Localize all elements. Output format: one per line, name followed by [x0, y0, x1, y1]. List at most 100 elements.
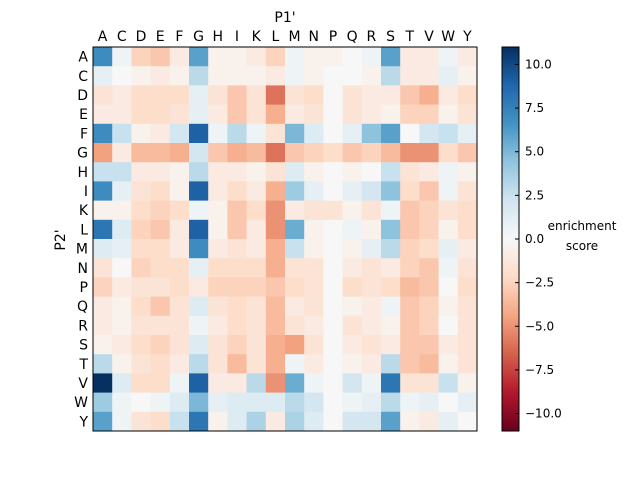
colorbar-tick-label: 2.5 — [525, 188, 544, 202]
heatmap-cell-I-K — [246, 181, 267, 201]
y-tick-label: I — [84, 184, 88, 200]
heatmap-cell-V-F — [169, 373, 190, 393]
heatmap-cell-F-T — [400, 123, 420, 144]
heatmap-cell-V-I — [227, 373, 247, 393]
heatmap-cell-M-L — [265, 239, 286, 259]
heatmap-cell-K-G — [189, 200, 209, 221]
heatmap-cell-T-P — [323, 354, 343, 374]
y-tick-label: V — [78, 376, 88, 392]
heatmap-cell-W-E — [150, 392, 171, 413]
heatmap-cell-D-M — [285, 85, 305, 105]
heatmap-cell-S-L — [265, 335, 286, 355]
heatmap-cell-L-D — [131, 219, 151, 240]
heatmap-cell-M-M — [285, 239, 305, 259]
heatmap-cell-E-K — [246, 104, 267, 125]
heatmap-cell-P-Q — [342, 277, 363, 297]
heatmap-cell-G-V — [419, 143, 439, 163]
heatmap-cell-N-G — [189, 258, 209, 278]
heatmap-cell-A-L — [265, 47, 286, 67]
heatmap-cell-Y-A — [93, 411, 113, 432]
heatmap-cell-Y-R — [361, 411, 382, 432]
heatmap-cell-H-P — [323, 162, 343, 182]
heatmap-cell-W-I — [227, 392, 247, 413]
heatmap-cell-V-N — [304, 373, 324, 393]
heatmap-cell-L-A — [93, 219, 113, 240]
heatmap-cell-A-D — [131, 47, 151, 67]
heatmap-cell-M-D — [131, 239, 151, 259]
heatmap-cell-Y-W — [438, 411, 459, 432]
heatmap-cell-C-G — [189, 66, 209, 86]
heatmap-cell-F-C — [112, 123, 132, 144]
heatmap-cell-C-Q — [342, 66, 363, 86]
heatmap-cell-W-L — [265, 392, 286, 413]
colorbar-tick-label: 10.0 — [525, 57, 552, 71]
heatmap-cell-E-C — [112, 104, 132, 125]
heatmap-cell-C-D — [131, 66, 151, 86]
heatmap-cell-W-S — [381, 392, 401, 413]
y-tick-label: C — [78, 69, 88, 85]
heatmap-cell-A-G — [189, 47, 209, 67]
heatmap-cell-A-S — [381, 47, 401, 67]
heatmap-cell-C-Y — [457, 66, 478, 86]
heatmap-cell-A-R — [361, 47, 382, 67]
y-tick-label: D — [77, 88, 88, 104]
heatmap-cell-Y-L — [265, 411, 286, 432]
heatmap-cell-R-H — [208, 315, 228, 336]
heatmap-cell-T-H — [208, 354, 228, 374]
heatmap-cell-N-P — [323, 258, 343, 278]
heatmap-cell-L-K — [246, 219, 267, 240]
heatmap-cell-L-V — [419, 219, 439, 240]
heatmap-cell-P-L — [265, 277, 286, 297]
heatmap-cell-K-F — [169, 200, 190, 221]
heatmap-cell-K-W — [438, 200, 459, 221]
heatmap-cell-C-K — [246, 66, 267, 86]
heatmap-cell-H-N — [304, 162, 324, 182]
heatmap-cell-C-F — [169, 66, 190, 86]
heatmap-cell-D-C — [112, 85, 132, 105]
heatmap-cell-M-A — [93, 239, 113, 259]
heatmap-cell-C-P — [323, 66, 343, 86]
heatmap-cell-V-S — [381, 373, 401, 393]
heatmap-cell-M-Y — [457, 239, 478, 259]
heatmap-cell-T-L — [265, 354, 286, 374]
heatmap-cell-I-I — [227, 181, 247, 201]
heatmap-cell-M-R — [361, 239, 382, 259]
heatmap-cell-S-D — [131, 335, 151, 355]
x-axis-label: P1' — [274, 10, 295, 26]
x-tick-label: H — [213, 29, 224, 45]
heatmap-cell-M-I — [227, 239, 247, 259]
heatmap-cell-R-N — [304, 315, 324, 336]
heatmap-cell-R-Q — [342, 315, 363, 336]
heatmap-cell-H-S — [381, 162, 401, 182]
heatmap-cell-H-C — [112, 162, 132, 182]
heatmap-cell-N-I — [227, 258, 247, 278]
heatmap-cell-A-Q — [342, 47, 363, 67]
heatmap-cell-V-W — [438, 373, 459, 393]
heatmap-cell-K-C — [112, 200, 132, 221]
heatmap-cell-P-G — [189, 277, 209, 297]
heatmap-cell-A-T — [400, 47, 420, 67]
heatmap-cell-Y-F — [169, 411, 190, 432]
heatmap-cell-Q-F — [169, 296, 190, 317]
heatmap-cell-S-R — [361, 335, 382, 355]
heatmap-cell-K-D — [131, 200, 151, 221]
heatmap-cell-K-H — [208, 200, 228, 221]
heatmap-cell-E-W — [438, 104, 459, 125]
heatmap-cell-F-G — [189, 123, 209, 144]
heatmap-cell-H-E — [150, 162, 171, 182]
heatmap-cell-E-Q — [342, 104, 363, 125]
heatmap-cell-S-H — [208, 335, 228, 355]
heatmap-cell-F-K — [246, 123, 267, 144]
heatmap-cell-K-A — [93, 200, 113, 221]
y-tick-label: E — [79, 107, 88, 123]
heatmap-cell-G-N — [304, 143, 324, 163]
y-tick-label: Y — [78, 414, 88, 430]
heatmap-cell-H-F — [169, 162, 190, 182]
heatmap-cell-C-M — [285, 66, 305, 86]
heatmap-cell-K-E — [150, 200, 171, 221]
heatmap-cell-I-Q — [342, 181, 363, 201]
heatmap-cell-T-K — [246, 354, 267, 374]
heatmap-cell-G-M — [285, 143, 305, 163]
heatmap-cell-P-C — [112, 277, 132, 297]
